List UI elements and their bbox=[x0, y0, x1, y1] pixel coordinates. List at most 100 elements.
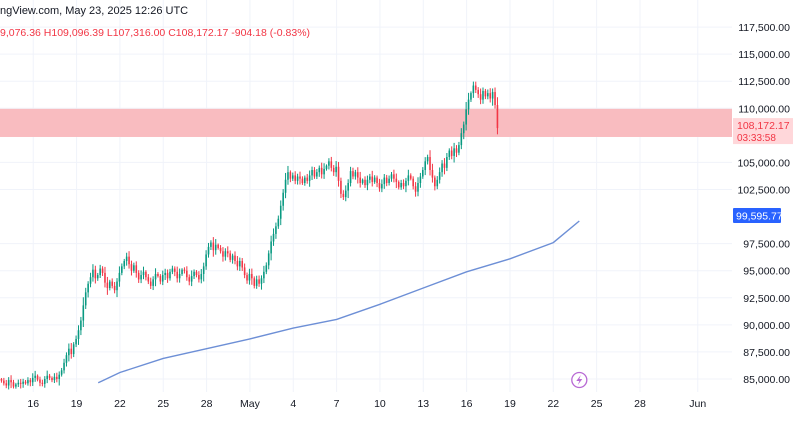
candle[interactable] bbox=[487, 89, 489, 100]
candle[interactable] bbox=[7, 377, 10, 390]
candle[interactable] bbox=[306, 173, 309, 184]
candle[interactable] bbox=[157, 272, 159, 278]
candle[interactable] bbox=[325, 164, 328, 171]
candle[interactable] bbox=[15, 382, 17, 389]
candle[interactable] bbox=[12, 379, 15, 389]
candle[interactable] bbox=[429, 150, 431, 176]
candle[interactable] bbox=[205, 250, 207, 270]
candle[interactable] bbox=[39, 376, 41, 387]
candle[interactable] bbox=[65, 352, 68, 367]
candle[interactable] bbox=[491, 88, 494, 106]
candle[interactable] bbox=[275, 222, 277, 239]
candle[interactable] bbox=[164, 268, 166, 280]
candle[interactable] bbox=[190, 270, 193, 287]
candle[interactable] bbox=[92, 264, 94, 282]
candle[interactable] bbox=[142, 266, 145, 280]
candle[interactable] bbox=[462, 121, 465, 140]
candle[interactable] bbox=[125, 252, 128, 266]
candle[interactable] bbox=[335, 161, 337, 177]
candle[interactable] bbox=[111, 278, 114, 289]
candle[interactable] bbox=[258, 275, 260, 287]
candle[interactable] bbox=[323, 163, 325, 179]
candle[interactable] bbox=[234, 251, 236, 265]
candle[interactable] bbox=[443, 158, 446, 175]
candle[interactable] bbox=[472, 81, 475, 98]
candle[interactable] bbox=[409, 173, 412, 181]
candle[interactable] bbox=[202, 262, 205, 282]
candle[interactable] bbox=[347, 179, 349, 199]
candle[interactable] bbox=[460, 128, 463, 150]
candle[interactable] bbox=[301, 176, 304, 185]
candle[interactable] bbox=[99, 264, 101, 278]
candle[interactable] bbox=[279, 200, 282, 226]
candle[interactable] bbox=[417, 177, 419, 197]
candle[interactable] bbox=[474, 81, 477, 93]
candle[interactable] bbox=[94, 265, 97, 284]
candle[interactable] bbox=[22, 378, 24, 388]
candle[interactable] bbox=[371, 170, 374, 187]
candle[interactable] bbox=[291, 172, 294, 181]
candle[interactable] bbox=[330, 156, 333, 172]
candle[interactable] bbox=[369, 173, 371, 184]
price-axis[interactable]: 85,000.00 87,500.00 90,000.00 92,500.00 95,0… bbox=[737, 22, 790, 386]
candle[interactable] bbox=[63, 358, 65, 374]
candle[interactable] bbox=[494, 87, 496, 109]
time-axis[interactable]: 16 19 22 25 28 May 4 7 10 13 16 19 22 25 28 Jun bbox=[27, 398, 706, 410]
candle[interactable] bbox=[239, 257, 241, 271]
candle[interactable] bbox=[251, 268, 253, 285]
candle[interactable] bbox=[53, 373, 56, 383]
candle[interactable] bbox=[313, 167, 316, 179]
candle[interactable] bbox=[224, 248, 227, 261]
candle[interactable] bbox=[72, 342, 75, 358]
candle[interactable] bbox=[344, 185, 347, 202]
candle[interactable] bbox=[24, 380, 27, 385]
candle[interactable] bbox=[450, 146, 453, 160]
candle[interactable] bbox=[311, 166, 313, 180]
candle[interactable] bbox=[304, 175, 306, 186]
candle[interactable] bbox=[419, 172, 422, 188]
candle[interactable] bbox=[373, 175, 376, 184]
candle[interactable] bbox=[455, 145, 458, 158]
candle[interactable] bbox=[470, 91, 472, 102]
candle[interactable] bbox=[289, 170, 292, 183]
candle[interactable] bbox=[137, 270, 140, 283]
candle[interactable] bbox=[359, 171, 362, 188]
candle[interactable] bbox=[458, 141, 460, 156]
candle[interactable] bbox=[328, 158, 330, 170]
candle[interactable] bbox=[226, 246, 229, 258]
candle[interactable] bbox=[272, 228, 275, 246]
candle[interactable] bbox=[193, 269, 195, 279]
candle[interactable] bbox=[75, 335, 77, 348]
candle[interactable] bbox=[101, 266, 104, 277]
candle[interactable] bbox=[287, 165, 289, 185]
candle[interactable] bbox=[106, 276, 109, 295]
candle[interactable] bbox=[3, 377, 5, 386]
candle[interactable] bbox=[135, 261, 138, 278]
event-markers[interactable] bbox=[571, 371, 588, 389]
candle[interactable] bbox=[176, 266, 179, 283]
candle[interactable] bbox=[108, 279, 111, 291]
candle[interactable] bbox=[265, 262, 268, 275]
candle[interactable] bbox=[270, 235, 272, 261]
candle[interactable] bbox=[27, 377, 29, 386]
candle[interactable] bbox=[340, 177, 342, 199]
candle[interactable] bbox=[267, 250, 270, 270]
candle[interactable] bbox=[388, 175, 390, 186]
candle[interactable] bbox=[195, 270, 198, 278]
candle[interactable] bbox=[354, 169, 357, 180]
candle[interactable] bbox=[222, 247, 224, 262]
candle[interactable] bbox=[10, 375, 12, 389]
candle[interactable] bbox=[152, 276, 154, 291]
candle[interactable] bbox=[188, 274, 191, 286]
candle[interactable] bbox=[96, 272, 99, 281]
candle[interactable] bbox=[159, 274, 162, 285]
candles[interactable] bbox=[0, 81, 499, 390]
candle[interactable] bbox=[436, 176, 439, 190]
candle[interactable] bbox=[467, 92, 470, 115]
candle[interactable] bbox=[128, 251, 130, 269]
candle[interactable] bbox=[378, 178, 381, 192]
candle[interactable] bbox=[400, 179, 402, 190]
candle[interactable] bbox=[349, 166, 352, 187]
candle[interactable] bbox=[412, 176, 414, 190]
